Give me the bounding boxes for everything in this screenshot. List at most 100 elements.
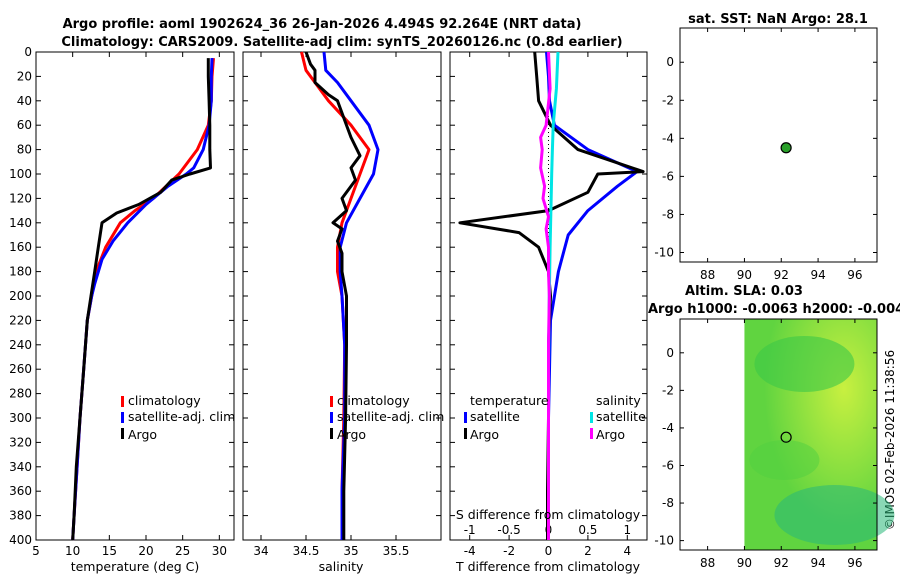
x-tick-label: 2	[584, 544, 592, 558]
difference-panel: -4 -2 0 2 4-1 -0.5 0 0.5 1	[449, 51, 648, 558]
series-argo	[304, 51, 362, 540]
y-tick-label: -4	[662, 131, 674, 145]
top-x-tick-label: 0.5	[578, 523, 597, 537]
legend-label-s-argo: Argo	[596, 427, 625, 442]
y-tick-label: 340	[9, 460, 32, 474]
x-tick-label: 96	[847, 268, 862, 282]
x-tick-label: 34	[253, 544, 268, 558]
figure-title-line2: Climatology: CARS2009. Satellite-adj cli…	[61, 35, 622, 50]
y-tick-label: 140	[9, 216, 32, 230]
legend-swatch-climatology	[330, 396, 333, 407]
y-tick-label: 300	[9, 411, 32, 425]
sla-blob	[749, 440, 820, 480]
salinity-xlabel: salinity	[319, 559, 364, 574]
x-tick-label: 94	[810, 556, 825, 570]
x-tick-label: 88	[700, 268, 715, 282]
legend-swatch-argo	[330, 428, 333, 439]
legend-label-s-satellite: satellite	[596, 409, 646, 424]
y-tick-label: 120	[9, 191, 32, 205]
x-tick-label: 30	[212, 544, 227, 558]
y-tick-label: 180	[9, 265, 32, 279]
sst-map-title: sat. SST: NaN Argo: 28.1	[688, 12, 868, 27]
y-tick-label: 380	[9, 509, 32, 523]
map-area	[679, 27, 878, 263]
top-x-tick-label: 1	[623, 523, 631, 537]
y-tick-label: 0	[666, 346, 674, 360]
y-tick-label: 40	[17, 94, 32, 108]
y-tick-label: -8	[662, 207, 674, 221]
legend-swatch-s-argo	[590, 428, 593, 439]
y-tick-label: 80	[17, 143, 32, 157]
y-tick-label: 400	[9, 533, 32, 547]
legend-label-argo: Argo	[337, 427, 366, 442]
legend-swatch-t-satellite	[464, 412, 467, 423]
x-tick-label: 25	[175, 544, 190, 558]
legend-swatch-satellite	[121, 412, 124, 423]
x-tick-label: 0	[545, 544, 553, 558]
x-tick-label: 5	[32, 544, 40, 558]
sla-map-title-line1: Altim. SLA: 0.03	[685, 284, 803, 299]
x-tick-label: 90	[737, 268, 752, 282]
x-tick-label: 4	[623, 544, 631, 558]
series-argo	[71, 58, 212, 541]
y-tick-label: 200	[9, 289, 32, 303]
x-tick-label: 10	[65, 544, 80, 558]
difference-legend: temperature satellite Argo salinity sate…	[464, 393, 646, 442]
y-tick-label: -2	[662, 93, 674, 107]
y-tick-label: -10	[654, 534, 674, 548]
legend-swatch-t-argo	[464, 428, 467, 439]
y-tick-label: -10	[654, 245, 674, 259]
x-tick-label: -4	[464, 544, 476, 558]
sla-map-panel: 88 90 92 94 96 0 -2 -4 -6 -8 -10	[654, 318, 895, 570]
y-tick-label: 20	[17, 69, 32, 83]
y-tick-label: 60	[17, 118, 32, 132]
imos-watermark: ©IMOS 02-Feb-2026 11:38:56	[883, 350, 897, 530]
legend-temperature-header: temperature	[470, 393, 549, 408]
top-x-tick-label: -1	[464, 523, 476, 537]
y-tick-label: -2	[662, 383, 674, 397]
argo-location-marker	[780, 142, 792, 154]
temperature-xlabel: temperature (deg C)	[71, 559, 200, 574]
x-tick-label: 88	[700, 556, 715, 570]
legend-label-climatology: climatology	[337, 393, 410, 408]
y-tick-label: 360	[9, 484, 32, 498]
sla-blob	[754, 336, 855, 392]
legend-label-argo: Argo	[128, 427, 157, 442]
temperature-legend: climatology satellite-adj. clim Argo	[121, 393, 235, 442]
y-tick-label: -6	[662, 458, 674, 472]
x-tick-label: 94	[810, 268, 825, 282]
x-tick-label: 90	[737, 556, 752, 570]
y-tick-label: 160	[9, 240, 32, 254]
legend-swatch-s-satellite	[590, 412, 593, 423]
diff-xlabel-top: S difference from climatology	[456, 507, 641, 522]
legend-label-climatology: climatology	[128, 393, 201, 408]
legend-salinity-header: salinity	[596, 393, 641, 408]
y-tick-label: 240	[9, 338, 32, 352]
y-tick-label: 280	[9, 387, 32, 401]
x-tick-label: 20	[138, 544, 153, 558]
x-tick-label: 35	[343, 544, 358, 558]
sla-blob	[774, 485, 895, 545]
x-tick-label: 92	[774, 268, 789, 282]
sst-map-panel: 88 90 92 94 96 0 -2 -4 -6 -8 -10	[654, 27, 878, 282]
y-tick-label: 260	[9, 362, 32, 376]
legend-label-satellite: satellite-adj. clim	[128, 409, 235, 424]
argo-location-marker	[780, 431, 792, 443]
salinity-legend: climatology satellite-adj. clim Argo	[330, 393, 444, 442]
legend-label-satellite: satellite-adj. clim	[337, 409, 444, 424]
sla-map-title-line2: Argo h1000: -0.0063 h2000: -0.004	[648, 302, 900, 317]
legend-swatch-argo	[121, 428, 124, 439]
salinity-panel: 34 34.5 35 35.5	[242, 51, 442, 558]
x-tick-label: -2	[503, 544, 515, 558]
legend-label-t-argo: Argo	[470, 427, 499, 442]
x-tick-label: 15	[102, 544, 117, 558]
x-tick-label: 34.5	[293, 544, 320, 558]
legend-label-t-satellite: satellite	[470, 409, 520, 424]
legend-swatch-satellite	[330, 412, 333, 423]
y-tick-label: -8	[662, 496, 674, 510]
diff-xlabel: T difference from climatology	[455, 559, 641, 574]
x-tick-label: 92	[774, 556, 789, 570]
y-tick-label: 0	[24, 45, 32, 59]
temperature-panel: 5 10 15 20 25 3002040608010012014016018020022…	[9, 45, 235, 558]
